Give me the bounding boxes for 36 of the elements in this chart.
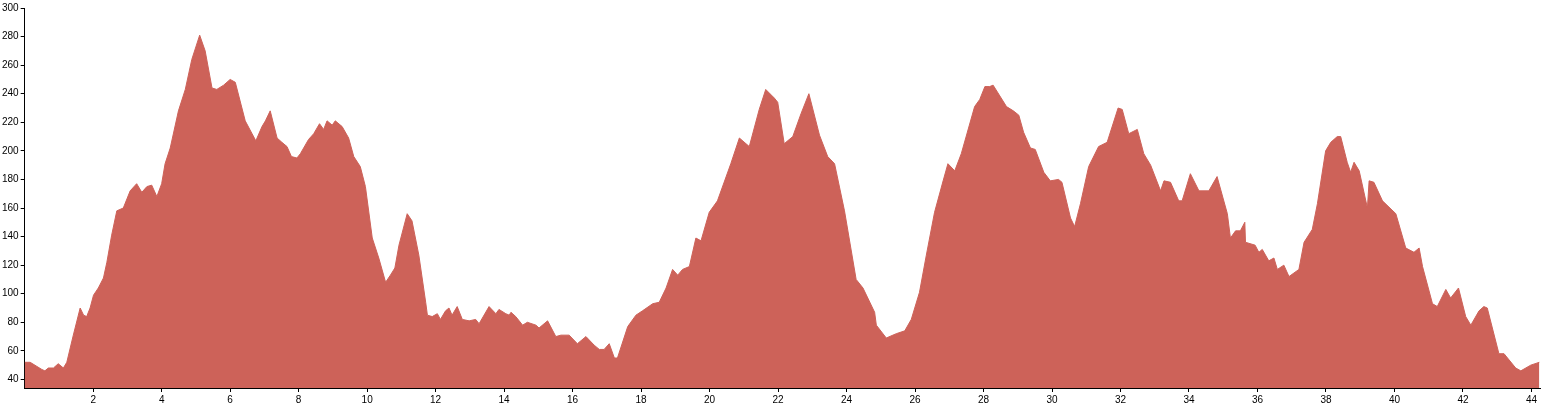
x-tick-label: 28 (977, 393, 990, 405)
x-tick-label: 18 (635, 393, 648, 405)
x-tick-label: 36 (1251, 393, 1264, 405)
y-tick-label: 300 (2, 1, 20, 13)
x-tick-label: 44 (1525, 393, 1538, 405)
y-tick-label: 200 (2, 144, 20, 156)
x-tick-label: 22 (772, 393, 785, 405)
x-tick-label: 38 (1320, 393, 1332, 405)
y-tick-label: 220 (2, 116, 20, 128)
x-tick-label: 4 (158, 393, 165, 405)
x-tick-label: 42 (1457, 393, 1469, 405)
y-tick-label: 260 (2, 58, 20, 70)
y-tick-label: 80 (7, 316, 20, 328)
x-tick-label: 14 (498, 393, 511, 405)
y-tick-label: 40 (7, 373, 20, 385)
x-tick-label: 20 (704, 393, 716, 405)
y-tick-label: 180 (2, 173, 20, 185)
x-tick-label: 6 (227, 393, 234, 405)
y-tick-label: 100 (2, 287, 20, 299)
y-tick-label: 60 (7, 344, 20, 356)
x-tick-label: 32 (1114, 393, 1127, 405)
x-tick-label: 26 (909, 393, 922, 405)
x-tick-label: 8 (295, 393, 302, 405)
y-tick-label: 280 (2, 30, 20, 42)
x-tick-label: 40 (1388, 393, 1401, 405)
x-tick-label: 10 (361, 393, 374, 405)
y-tick-label: 120 (2, 258, 20, 270)
y-tick-label: 160 (2, 201, 20, 213)
x-tick-label: 30 (1046, 393, 1059, 405)
x-tick-label: 24 (840, 393, 853, 405)
y-tick-label: 240 (2, 87, 20, 99)
x-tick-label: 16 (567, 393, 579, 405)
x-tick-label: 12 (430, 393, 442, 405)
x-tick-label: 34 (1183, 393, 1195, 405)
y-tick-label: 140 (2, 230, 20, 242)
x-tick-label: 2 (90, 393, 97, 405)
